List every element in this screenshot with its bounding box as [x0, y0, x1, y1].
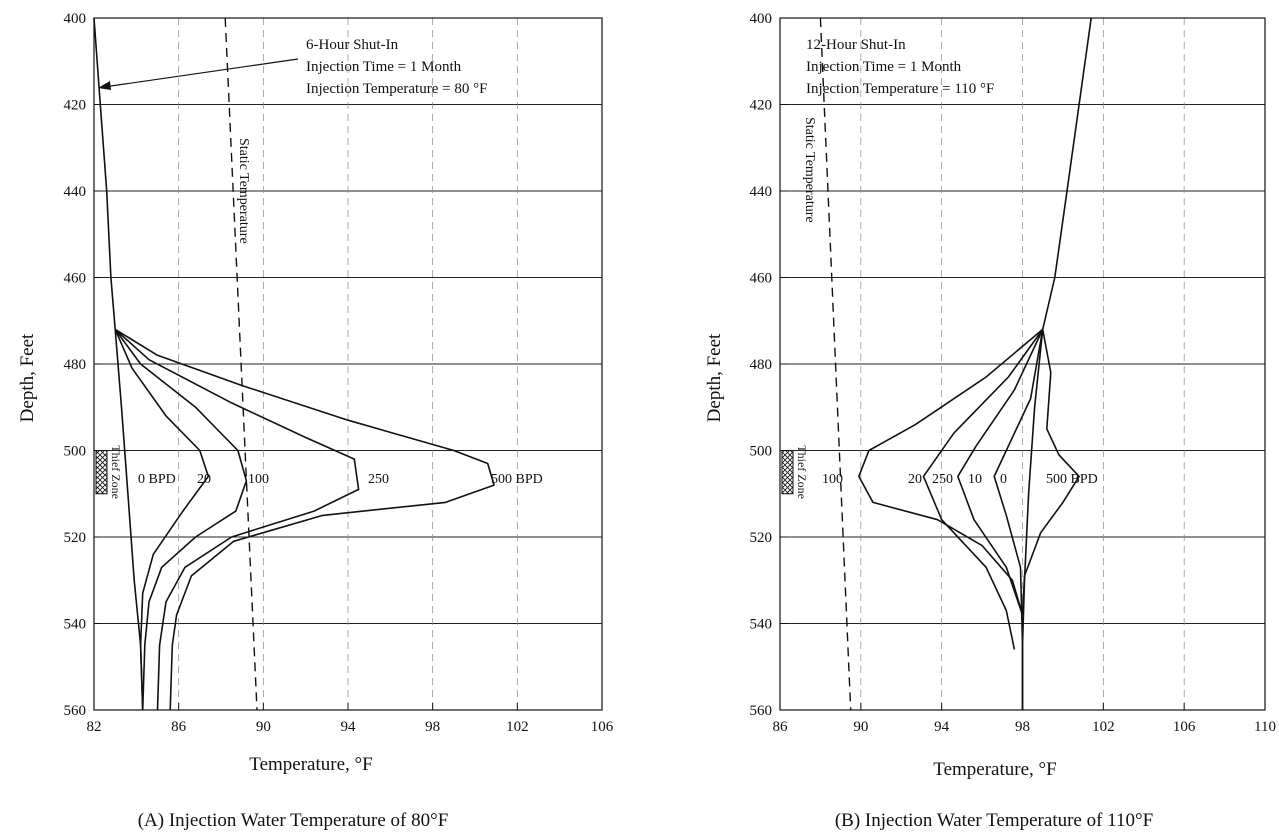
y-tick-label-560: 560	[64, 703, 87, 719]
panel-b-curves	[819, 17, 1092, 711]
y-tick-label-480: 480	[64, 357, 87, 373]
curve-label-500-bpd: 500 BPD	[1046, 472, 1098, 487]
curve-label-250: 250	[368, 472, 389, 487]
x-tick-label-94: 94	[934, 719, 950, 735]
annotation-arrow-head	[98, 81, 111, 90]
curve-label-20: 20	[197, 472, 211, 487]
y-tick-label-400: 400	[750, 11, 773, 27]
panel-b-curve-labels: 100 20 250 10 0 500 BPD Static Temperatu…	[802, 117, 1098, 487]
annotation-line-1: 12-Hour Shut-In	[806, 37, 906, 53]
series-line-250	[957, 329, 1044, 616]
panel-a-grid	[93, 17, 603, 711]
panel-a-caption: (A) Injection Water Temperature of 80°F	[138, 810, 449, 831]
annotation-line-1: 6-Hour Shut-In	[306, 37, 399, 53]
panel-a-curves	[93, 17, 495, 711]
series-line-100	[114, 328, 248, 711]
series-line-0	[1021, 17, 1092, 710]
x-tick-label-90: 90	[853, 719, 868, 735]
x-tick-label-102: 102	[1092, 719, 1115, 735]
panel-b-y-axis-title: Depth, Feet	[704, 333, 725, 422]
panel-a-annotation: 6-Hour Shut-In Injection Time = 1 Month …	[98, 37, 487, 97]
x-tick-label-82: 82	[87, 719, 102, 735]
panel-b-caption: (B) Injection Water Temperature of 110°F	[835, 810, 1153, 831]
panel-b: Thief Zone 400 420 440 460 480 500 520 540 56086…	[704, 11, 1276, 831]
x-tick-label-86: 86	[171, 719, 187, 735]
series-line-20	[922, 328, 1044, 650]
thief-zone-hatch	[95, 450, 108, 495]
panel-b-x-axis-title: Temperature, °F	[933, 759, 1056, 780]
panel-a: Thief Zone 400 420 440 460 480 500 520 540 56082…	[17, 11, 614, 831]
series-line-0-bpd	[93, 17, 144, 711]
curve-label-10: 10	[968, 472, 982, 487]
curve-label-20: 20	[908, 472, 922, 487]
y-tick-label-400: 400	[64, 11, 87, 27]
annotation-line-2: Injection Time = 1 Month	[306, 59, 462, 75]
panel-a-y-axis-title: Depth, Feet	[17, 333, 38, 422]
y-tick-label-440: 440	[750, 184, 773, 200]
annotation-arrow-line	[103, 58, 299, 88]
y-tick-label-540: 540	[64, 617, 87, 633]
thief-zone-label: Thief Zone	[795, 445, 809, 499]
thief-zone-hatch	[781, 450, 794, 495]
static-temperature-label: Static Temperature	[236, 138, 251, 244]
thief-zone-label: Thief Zone	[109, 445, 123, 499]
series-line-static-temperature	[224, 17, 258, 711]
y-tick-label-520: 520	[64, 530, 87, 546]
x-tick-label-106: 106	[1173, 719, 1196, 735]
y-tick-label-540: 540	[750, 617, 773, 633]
annotation-line-2: Injection Time = 1 Month	[806, 59, 962, 75]
y-tick-label-500: 500	[750, 444, 773, 460]
series-line-static-temperature	[819, 17, 852, 711]
series-line-20	[114, 329, 210, 711]
x-tick-label-106: 106	[591, 719, 614, 735]
y-tick-label-420: 420	[750, 98, 773, 114]
curve-label-250: 250	[932, 472, 953, 487]
annotation-line-3: Injection Temperature = 110 °F	[806, 81, 994, 97]
y-tick-label-420: 420	[64, 98, 87, 114]
x-tick-label-102: 102	[506, 719, 529, 735]
panel-a-curve-labels: 0 BPD 20 100 250 500 BPD Static Temperat…	[138, 138, 543, 487]
x-tick-label-90: 90	[256, 719, 271, 735]
panel-a-x-axis-title: Temperature, °F	[249, 754, 372, 775]
x-tick-label-110: 110	[1254, 719, 1276, 735]
series-line-10	[993, 329, 1044, 710]
series-line-500-bpd	[114, 328, 495, 711]
curve-label-100: 100	[248, 472, 269, 487]
y-tick-label-440: 440	[64, 184, 87, 200]
curve-label-0-bpd: 0 BPD	[138, 472, 176, 487]
y-tick-label-480: 480	[750, 357, 773, 373]
x-tick-label-94: 94	[341, 719, 357, 735]
series-line-100	[858, 328, 1044, 616]
y-tick-label-460: 460	[64, 271, 87, 287]
x-tick-label-98: 98	[425, 719, 440, 735]
y-tick-label-500: 500	[64, 444, 87, 460]
curve-label-500-bpd: 500 BPD	[491, 472, 543, 487]
curve-label-0: 0	[1000, 472, 1007, 487]
x-tick-label-86: 86	[773, 719, 789, 735]
y-tick-label-460: 460	[750, 271, 773, 287]
annotation-line-3: Injection Temperature = 80 °F	[306, 81, 487, 97]
y-tick-label-520: 520	[750, 530, 773, 546]
x-tick-label-98: 98	[1015, 719, 1030, 735]
panel-b-annotation: 12-Hour Shut-In Injection Time = 1 Month…	[806, 37, 994, 97]
panel-b-thief-zone: Thief Zone	[781, 445, 809, 499]
panel-a-thief-zone: Thief Zone	[95, 445, 123, 499]
curve-label-100: 100	[822, 472, 843, 487]
static-temperature-label: Static Temperature	[802, 117, 817, 223]
series-line-500-bpd	[1021, 329, 1080, 615]
series-line-250	[114, 328, 360, 711]
y-tick-label-560: 560	[750, 703, 773, 719]
